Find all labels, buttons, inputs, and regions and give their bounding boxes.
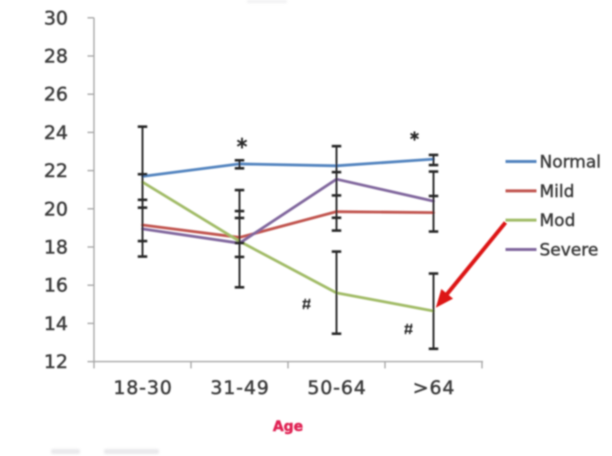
significance-asterisk bbox=[410, 131, 419, 141]
x-tick-labels: 18-30 31-49 50-64 >64 bbox=[113, 377, 455, 399]
arrow-shaft bbox=[443, 221, 508, 298]
error-bars bbox=[137, 125, 439, 351]
y-tick-label: 18 bbox=[44, 237, 68, 259]
y-tick-label: 26 bbox=[44, 84, 68, 106]
legend-label: Severe bbox=[540, 240, 599, 260]
legend-item-mod: Mod bbox=[505, 211, 576, 231]
asterisk-stroke bbox=[410, 132, 419, 140]
significance-hash bbox=[302, 298, 311, 310]
y-tick-label: 24 bbox=[44, 122, 68, 144]
cropped-text-artifact-bottom-right bbox=[104, 448, 159, 454]
legend: Normal Mild Mod Severe bbox=[505, 152, 602, 261]
series-line-normal bbox=[141, 157, 435, 178]
axes bbox=[87, 17, 483, 369]
y-tick-labels: 12 14 16 18 20 22 24 26 28 30 bbox=[44, 7, 69, 373]
legend-item-normal: Normal bbox=[505, 152, 602, 173]
legend-label: Mild bbox=[540, 182, 575, 202]
y-tick-label: 28 bbox=[44, 46, 68, 68]
y-tick-label: 16 bbox=[44, 275, 68, 297]
legend-label: Mod bbox=[540, 211, 576, 231]
chart-root: 12 14 16 18 20 22 24 26 28 30 18-30 31-49 50-64 >64 Ag… bbox=[44, 7, 602, 435]
arrow-head bbox=[435, 289, 454, 308]
annotation-arrow bbox=[435, 221, 508, 308]
legend-label: Normal bbox=[540, 153, 602, 173]
series-line-severe bbox=[141, 177, 435, 245]
legend-item-mild: Mild bbox=[505, 182, 575, 202]
significance-asterisk bbox=[236, 137, 248, 149]
significance-hash bbox=[404, 323, 413, 335]
cropped-text-artifact-bottom-left bbox=[51, 448, 80, 454]
hash-stroke bbox=[404, 323, 409, 335]
series-line-mod bbox=[141, 180, 435, 313]
hash-stroke bbox=[306, 298, 311, 310]
x-axis-title: Age bbox=[273, 419, 303, 435]
cropped-text-artifact-top bbox=[247, 0, 287, 3]
hash-stroke bbox=[408, 323, 413, 335]
x-tick-label: >64 bbox=[413, 377, 456, 399]
legend-item-severe: Severe bbox=[505, 240, 599, 261]
x-tick-label: 31-49 bbox=[210, 377, 269, 399]
y-tick-label: 30 bbox=[44, 7, 68, 29]
y-tick-label: 22 bbox=[44, 160, 68, 182]
series-lines bbox=[141, 157, 435, 313]
y-tick-label: 14 bbox=[44, 313, 68, 335]
x-tick-label: 50-64 bbox=[307, 377, 366, 399]
y-tick-label: 20 bbox=[44, 198, 68, 220]
y-tick-label: 12 bbox=[44, 351, 68, 373]
asterisk-stroke bbox=[236, 139, 248, 147]
series-line-mild bbox=[141, 210, 435, 239]
annotations bbox=[236, 131, 508, 335]
hash-stroke bbox=[302, 298, 307, 310]
x-tick-label: 18-30 bbox=[113, 377, 172, 399]
